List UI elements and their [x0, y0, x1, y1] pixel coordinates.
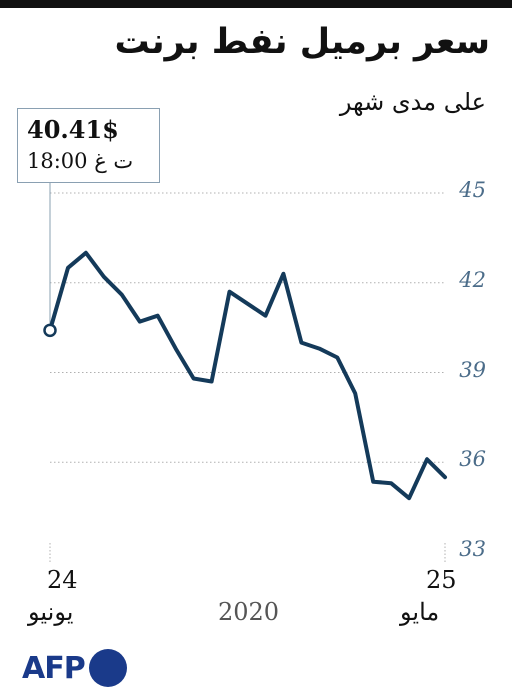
x-label-start-month: يونيو	[28, 598, 74, 626]
chart-title: سعر برميل نفط برنت	[114, 22, 490, 62]
y-tick-label: 36	[459, 447, 486, 472]
chart-subtitle: على مدى شهر	[339, 88, 486, 116]
y-tick-label: 33	[459, 537, 486, 561]
latest-value-marker	[43, 323, 57, 338]
x-label-end-month: مايو	[400, 598, 440, 626]
callout-price: 40.41$	[27, 115, 119, 144]
series-line	[48, 250, 447, 501]
latest-price-callout: 40.41$ 18:00 ت غ	[17, 108, 160, 183]
afp-logo: AFP	[22, 648, 127, 688]
y-tick-label: 42	[459, 267, 486, 292]
callout-time: 18:00 ت غ	[27, 149, 134, 173]
afp-logo-dot	[88, 649, 127, 687]
y-tick-label: 39	[459, 357, 486, 382]
y-tick-label: 45	[459, 178, 486, 202]
x-label-year: 2020	[218, 598, 280, 626]
afp-logo-text: AFP	[22, 650, 86, 686]
top-bar	[0, 0, 512, 8]
x-label-start-day: 24	[47, 566, 78, 594]
grid-lines	[50, 192, 445, 463]
x-axis-ticks	[49, 543, 446, 562]
x-label-end-day: 25	[426, 566, 457, 594]
